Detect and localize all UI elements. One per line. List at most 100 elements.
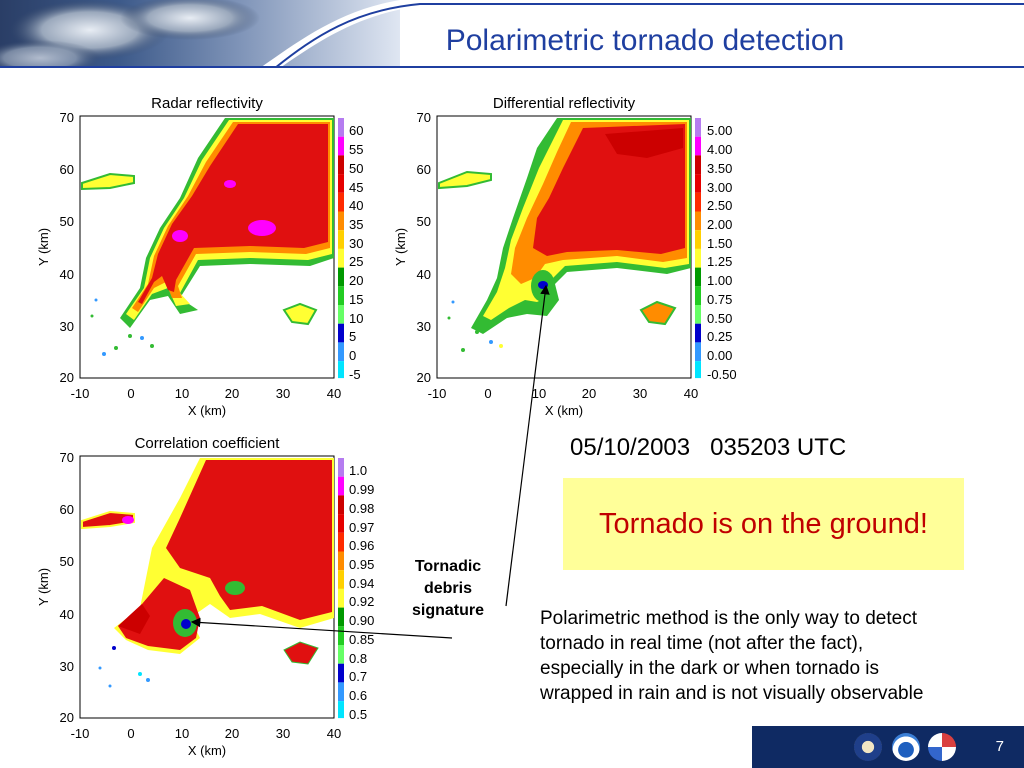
y-tick-label: 30 bbox=[60, 659, 74, 674]
colorbar-label: 0.7 bbox=[349, 669, 367, 684]
reflectivity-colorbar-labels: 60 55 50 45 40 35 30 25 20 15 10 5 0 -5 bbox=[349, 123, 363, 382]
x-tick-label: 10 bbox=[532, 386, 546, 401]
zdr-colorbar-labels: 5.00 4.00 3.50 3.00 2.50 2.00 1.50 1.25 … bbox=[707, 123, 737, 382]
reflectivity-colorbar bbox=[338, 118, 344, 379]
colorbar-label: 0.95 bbox=[349, 557, 374, 572]
correlation-title: Correlation coefficient bbox=[135, 435, 281, 452]
observation-datetime: 05/10/2003 035203 UTC bbox=[570, 434, 847, 461]
tornado-callout: Tornado is on the ground! bbox=[563, 478, 964, 570]
y-tick-label: 70 bbox=[60, 110, 74, 125]
correlation-colorbar bbox=[338, 458, 344, 719]
correlation-x-ticks: -10 0 10 20 30 40 bbox=[71, 726, 342, 741]
correlation-colorbar-labels: 1.0 0.99 0.98 0.97 0.96 0.95 0.94 0.92 0… bbox=[349, 463, 374, 722]
noaa-logo-icon bbox=[892, 733, 920, 761]
y-tick-label: 60 bbox=[60, 162, 74, 177]
colorbar-label: 0.6 bbox=[349, 688, 367, 703]
colorbar-label: 1.50 bbox=[707, 236, 732, 251]
reflectivity-y-label: Y (km) bbox=[36, 228, 51, 266]
reflectivity-x-ticks: -10 0 10 20 30 40 bbox=[71, 386, 342, 401]
colorbar-label: 0.94 bbox=[349, 576, 374, 591]
x-tick-label: 40 bbox=[684, 386, 698, 401]
nws-logo-icon bbox=[928, 733, 956, 761]
y-tick-label: 20 bbox=[60, 370, 74, 385]
debris-signature-label: Tornadic debris signature bbox=[398, 556, 498, 622]
annotation-line: Tornadic bbox=[414, 558, 482, 575]
correlation-y-label: Y (km) bbox=[36, 568, 51, 606]
correlation-x-label: X (km) bbox=[188, 743, 226, 758]
y-tick-label: 30 bbox=[417, 319, 431, 334]
x-tick-label: 20 bbox=[582, 386, 596, 401]
x-tick-label: 0 bbox=[127, 726, 134, 741]
x-tick-label: 30 bbox=[633, 386, 647, 401]
colorbar-label: 5.00 bbox=[707, 123, 732, 138]
y-tick-label: 40 bbox=[417, 267, 431, 282]
page-number: 7 bbox=[995, 738, 1004, 755]
x-tick-label: 20 bbox=[225, 386, 239, 401]
zdr-x-label: X (km) bbox=[545, 403, 583, 418]
colorbar-label: 0.96 bbox=[349, 538, 374, 553]
colorbar-label: 3.50 bbox=[707, 161, 732, 176]
zdr-colorbar bbox=[695, 118, 701, 379]
zdr-title: Differential reflectivity bbox=[493, 95, 636, 112]
x-tick-label: -10 bbox=[71, 386, 90, 401]
header-banner bbox=[0, 0, 1024, 68]
x-tick-label: 10 bbox=[175, 386, 189, 401]
y-tick-label: 20 bbox=[60, 710, 74, 725]
cloud-banner-image bbox=[0, 0, 1024, 68]
x-tick-label: -10 bbox=[71, 726, 90, 741]
colorbar-label: 1.25 bbox=[707, 254, 732, 269]
colorbar-label: 40 bbox=[349, 198, 363, 213]
y-tick-label: 40 bbox=[60, 607, 74, 622]
colorbar-label: 0.8 bbox=[349, 651, 367, 666]
colorbar-label: 60 bbox=[349, 123, 363, 138]
arrow-to-correlation bbox=[190, 617, 453, 639]
colorbar-label: 0.99 bbox=[349, 482, 374, 497]
colorbar-label: 25 bbox=[349, 254, 363, 269]
y-tick-label: 70 bbox=[60, 450, 74, 465]
y-tick-label: 30 bbox=[60, 319, 74, 334]
colorbar-label: 0.92 bbox=[349, 594, 374, 609]
colorbar-label: -5 bbox=[349, 367, 361, 382]
colorbar-label: 0.97 bbox=[349, 520, 374, 535]
colorbar-label: 0.25 bbox=[707, 329, 732, 344]
x-tick-label: -10 bbox=[428, 386, 447, 401]
callout-text: Tornado is on the ground! bbox=[599, 508, 928, 540]
y-tick-label: 40 bbox=[60, 267, 74, 282]
annotation-line: signature bbox=[411, 602, 484, 619]
zdr-y-ticks: 70 60 50 40 30 20 bbox=[417, 110, 431, 385]
zdr-y-label: Y (km) bbox=[393, 228, 408, 266]
y-tick-label: 60 bbox=[417, 162, 431, 177]
y-tick-label: 50 bbox=[417, 214, 431, 229]
slide-title: Polarimetric tornado detection bbox=[445, 24, 845, 57]
y-tick-label: 20 bbox=[417, 370, 431, 385]
colorbar-label: 0 bbox=[349, 348, 356, 363]
colorbar-label: 30 bbox=[349, 236, 363, 251]
colorbar-label: 0.00 bbox=[707, 348, 732, 363]
colorbar-label: 20 bbox=[349, 273, 363, 288]
commerce-seal-icon bbox=[854, 733, 882, 761]
footer-bar: 7 bbox=[752, 726, 1024, 768]
colorbar-label: 50 bbox=[349, 161, 363, 176]
colorbar-label: 35 bbox=[349, 217, 363, 232]
colorbar-label: 2.00 bbox=[707, 217, 732, 232]
y-tick-label: 50 bbox=[60, 554, 74, 569]
correlation-storm-field bbox=[81, 458, 334, 688]
x-tick-label: 0 bbox=[484, 386, 491, 401]
x-tick-label: 30 bbox=[276, 726, 290, 741]
correlation-y-ticks: 70 60 50 40 30 20 bbox=[60, 450, 74, 725]
colorbar-label: 0.5 bbox=[349, 707, 367, 722]
reflectivity-title: Radar reflectivity bbox=[151, 95, 263, 112]
colorbar-label: 10 bbox=[349, 311, 363, 326]
reflectivity-panel: Radar reflectivity 70 60 50 40 30 20 bbox=[30, 88, 380, 428]
annotation-line: debris bbox=[423, 580, 472, 597]
colorbar-label: 4.00 bbox=[707, 142, 732, 157]
colorbar-label: 1.0 bbox=[349, 463, 367, 478]
y-tick-label: 70 bbox=[417, 110, 431, 125]
colorbar-label: 5 bbox=[349, 329, 356, 344]
colorbar-label: -0.50 bbox=[707, 367, 737, 382]
colorbar-label: 3.00 bbox=[707, 180, 732, 195]
x-tick-label: 20 bbox=[225, 726, 239, 741]
colorbar-label: 0.75 bbox=[707, 292, 732, 307]
colorbar-label: 2.50 bbox=[707, 198, 732, 213]
